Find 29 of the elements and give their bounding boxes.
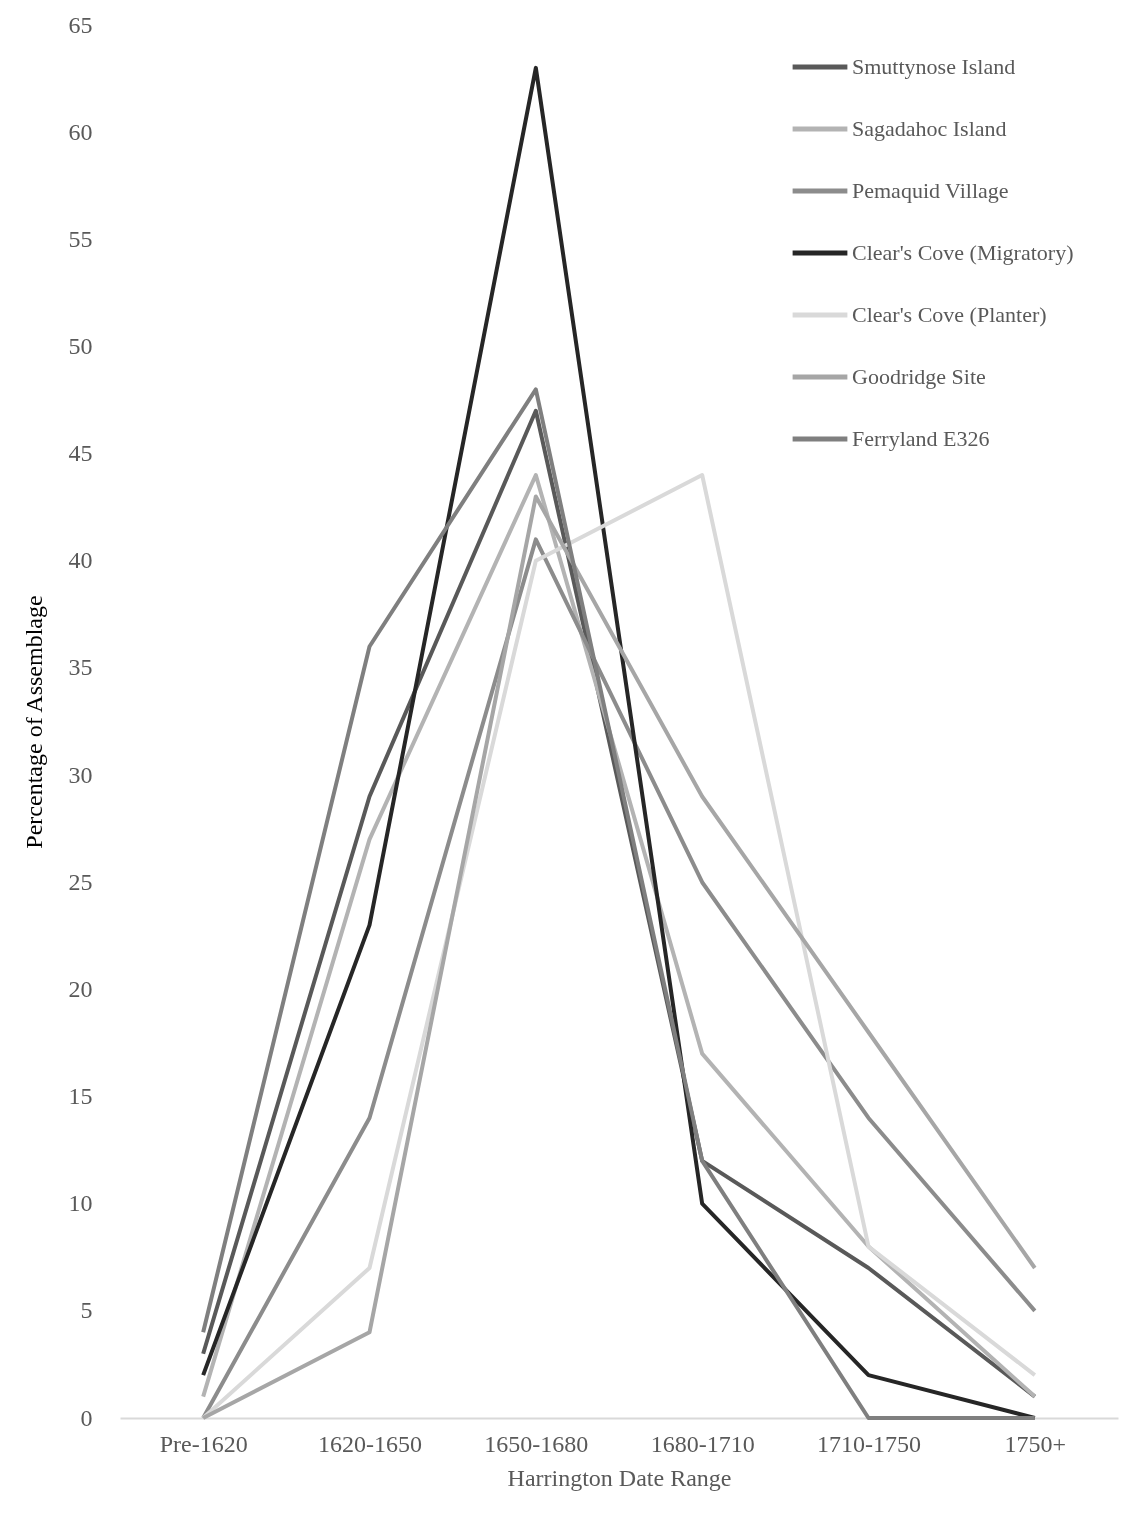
y-axis-title: Percentage of Assemblage (20, 595, 47, 849)
y-tick-label: 60 (68, 118, 93, 145)
legend-label: Clear's Cove (Planter) (852, 302, 1047, 327)
legend-label: Clear's Cove (Migratory) (852, 240, 1074, 265)
y-tick-label: 50 (68, 332, 93, 359)
y-tick-label: 65 (68, 11, 93, 38)
legend-label: Ferryland E326 (852, 426, 990, 451)
y-tick-label: 0 (80, 1404, 93, 1431)
y-tick-label: 45 (68, 440, 93, 467)
y-tick-label: 15 (68, 1083, 93, 1110)
y-tick-label: 35 (68, 654, 93, 681)
x-tick-label: 1620-1650 (318, 1430, 422, 1457)
x-tick-label: 1710-1750 (817, 1430, 921, 1457)
legend-label: Goodridge Site (852, 364, 986, 389)
legend-label: Sagadahoc Island (852, 116, 1007, 141)
y-tick-label: 20 (68, 975, 93, 1002)
y-tick-label: 30 (68, 761, 93, 788)
legend-label: Smuttynose Island (852, 54, 1016, 79)
y-tick-label: 5 (80, 1297, 93, 1324)
x-tick-label: 1680-1710 (650, 1430, 755, 1457)
y-tick-label: 40 (68, 547, 93, 574)
y-tick-label: 10 (68, 1190, 93, 1217)
x-tick-label: 1650-1680 (484, 1430, 589, 1457)
x-tick-label: 1750+ (1004, 1430, 1067, 1457)
x-axis-title: Harrington Date Range (507, 1464, 732, 1491)
y-tick-label: 25 (68, 868, 93, 895)
y-tick-label: 55 (68, 225, 93, 252)
legend-label: Pemaquid Village (852, 178, 1009, 203)
x-tick-label: Pre-1620 (159, 1430, 248, 1457)
